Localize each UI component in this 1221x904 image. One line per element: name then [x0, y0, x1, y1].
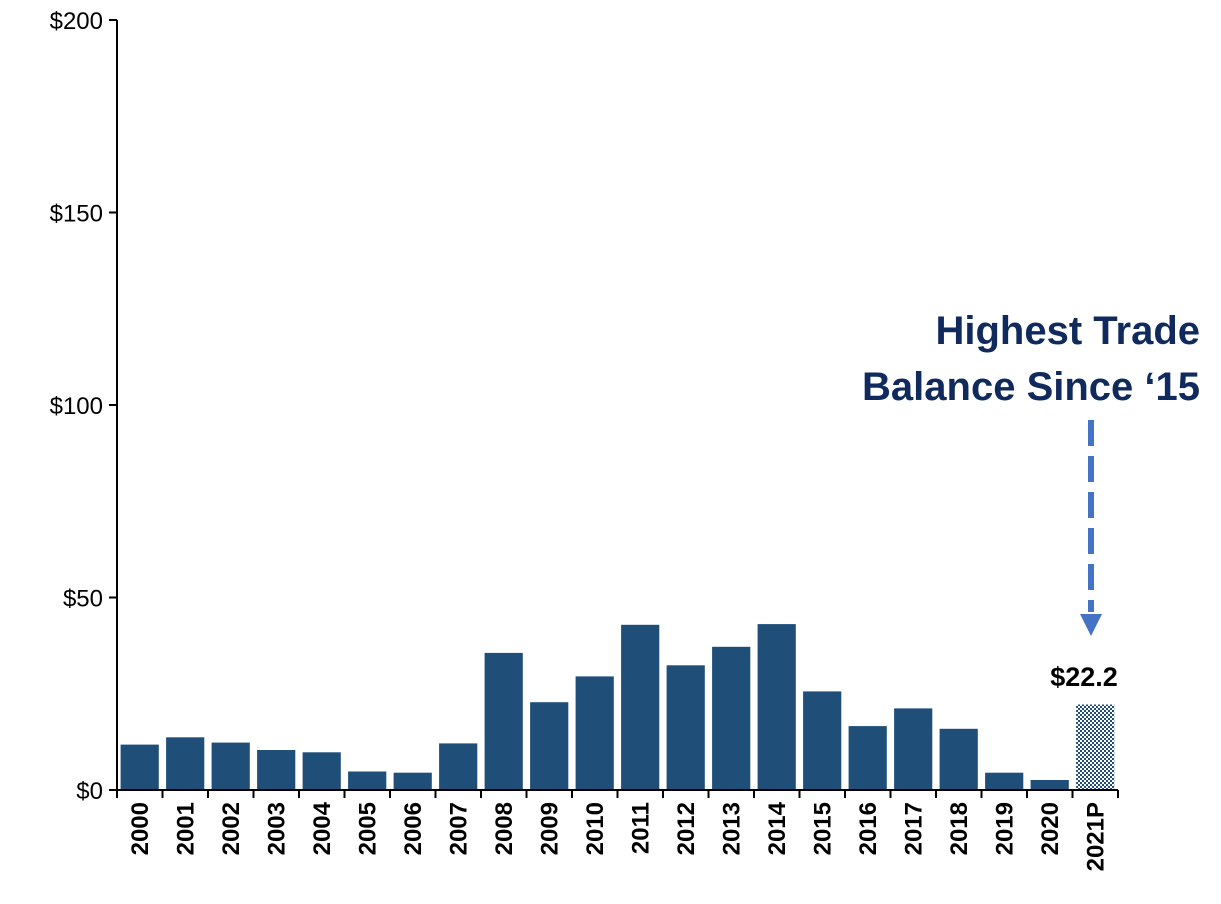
bar-2014	[757, 624, 796, 790]
x-tick-label-2003: 2003	[263, 802, 290, 855]
bar-2003	[257, 750, 296, 790]
bar-2020	[1030, 780, 1069, 790]
bar-2013	[712, 646, 751, 790]
x-tick-label-2006: 2006	[400, 802, 427, 855]
x-tick-label-2014: 2014	[764, 801, 791, 855]
x-tick-label-2020: 2020	[1037, 802, 1064, 855]
bar-2012	[666, 665, 705, 790]
bar-2009	[530, 702, 569, 790]
bar-2018	[939, 728, 978, 790]
bar-2011	[621, 624, 660, 790]
x-tick-label-2009: 2009	[536, 802, 563, 855]
y-tick-label: $50	[63, 586, 103, 613]
x-tick-label-2005: 2005	[354, 802, 381, 855]
bar-2001	[166, 737, 205, 790]
bar-2008	[484, 652, 523, 790]
annotation-line-2: Balance Since ‘15	[862, 365, 1200, 409]
x-tick-label-2021P: 2021P	[1082, 802, 1109, 871]
x-tick-label-2016: 2016	[855, 802, 882, 855]
annotation: Highest Trade Balance Since ‘15 $22.2	[862, 309, 1200, 692]
x-tick-label-2013: 2013	[718, 802, 745, 855]
y-tick-label: $0	[76, 778, 103, 805]
x-tick-label-2012: 2012	[673, 802, 700, 855]
x-tick-label-2018: 2018	[946, 802, 973, 855]
annotation-line-1: Highest Trade	[935, 309, 1200, 353]
x-tick-label-2004: 2004	[309, 801, 336, 855]
bar-2007	[439, 743, 478, 790]
x-tick-label-2017: 2017	[900, 802, 927, 855]
bar-2010	[575, 676, 614, 790]
bar-2017	[894, 708, 933, 790]
x-tick-label-2007: 2007	[445, 802, 472, 855]
x-tick-label-2001: 2001	[172, 802, 199, 855]
bar-2021P	[1076, 704, 1115, 790]
bar-2004	[302, 752, 341, 790]
bar-2000	[120, 744, 159, 790]
bar-2002	[211, 742, 250, 790]
bar-2019	[985, 772, 1024, 790]
bar-2006	[393, 772, 432, 790]
bar-2016	[848, 726, 887, 790]
x-tick-label-2002: 2002	[218, 802, 245, 855]
y-tick-label: $100	[50, 393, 103, 420]
projected-value-label: $22.2	[1050, 662, 1118, 692]
y-tick-label: $150	[50, 201, 103, 228]
y-tick-label: $200	[50, 8, 103, 35]
bar-2015	[803, 691, 842, 790]
x-tick-label-2010: 2010	[582, 802, 609, 855]
x-tick-label-2011: 2011	[627, 802, 654, 854]
x-tick-label-2019: 2019	[991, 802, 1018, 855]
annotation-arrow-head	[1080, 614, 1102, 636]
x-tick-label-2015: 2015	[809, 802, 836, 855]
x-tick-label-2008: 2008	[491, 802, 518, 855]
bar-2005	[348, 771, 387, 790]
x-tick-label-2000: 2000	[127, 802, 154, 855]
